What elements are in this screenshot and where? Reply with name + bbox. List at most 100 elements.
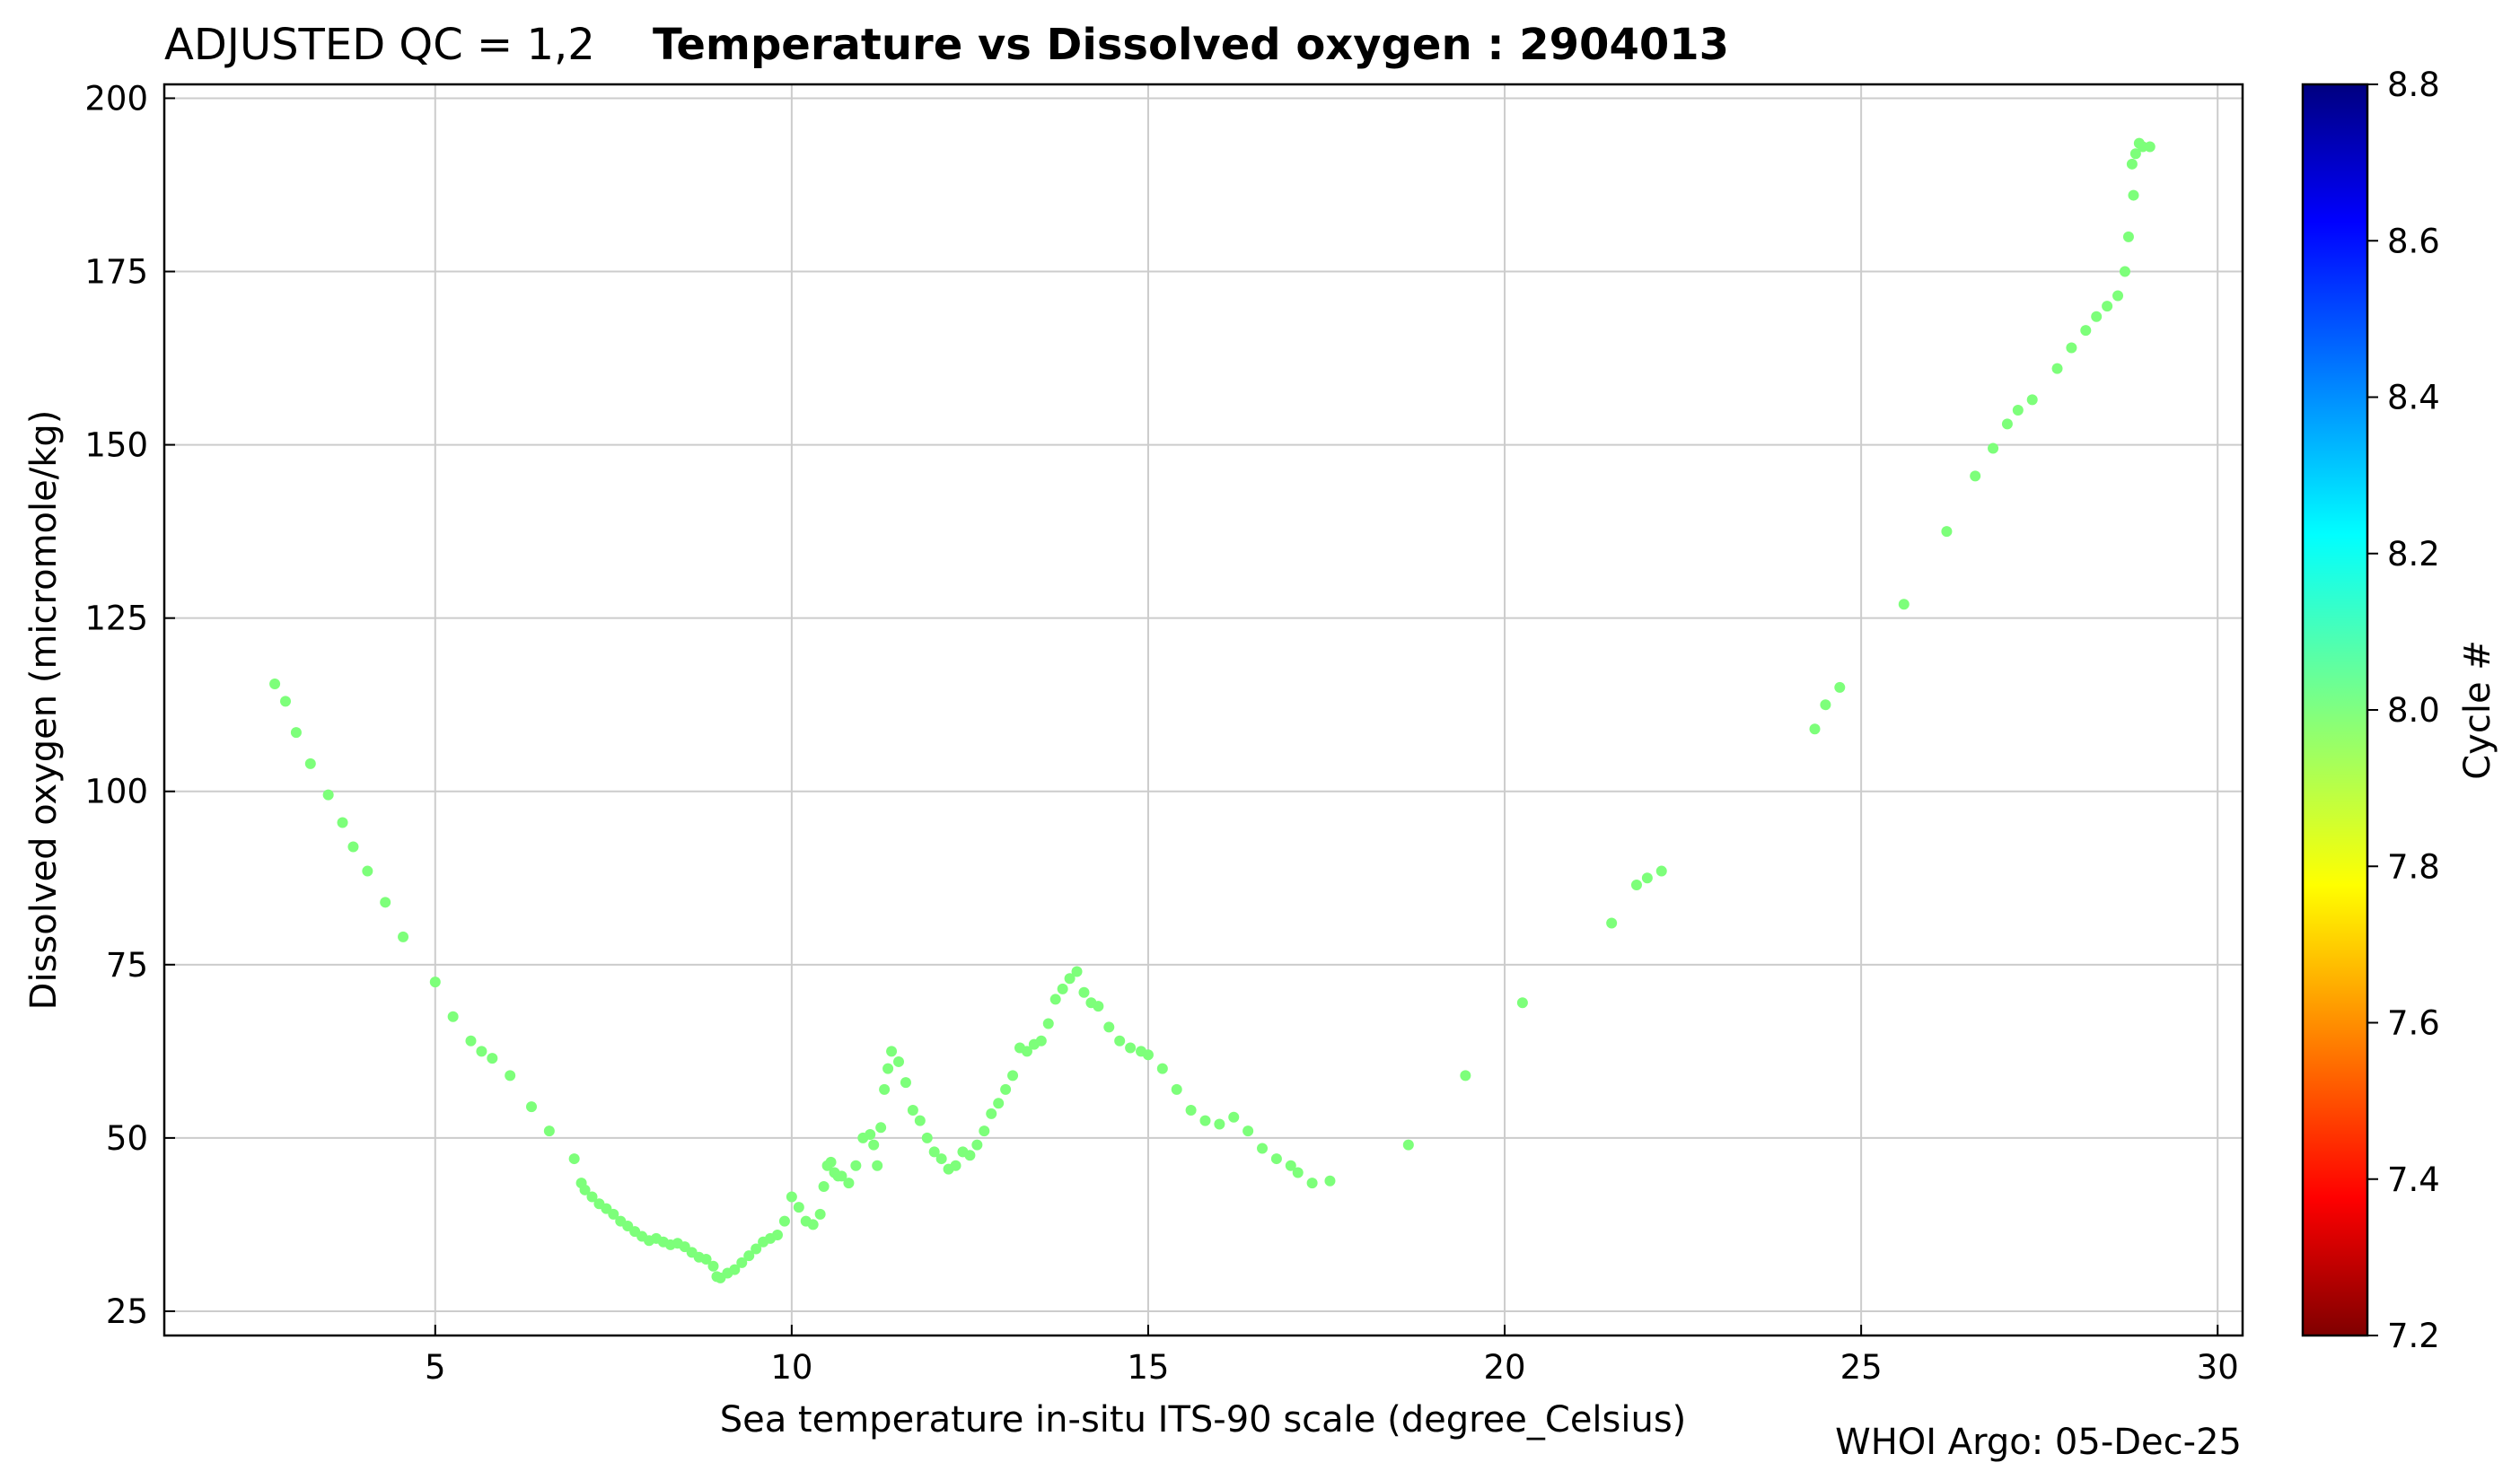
data-point bbox=[850, 1160, 862, 1171]
data-point bbox=[2122, 231, 2134, 242]
data-point bbox=[971, 1139, 983, 1151]
data-point bbox=[1460, 1070, 1471, 1082]
data-point bbox=[1402, 1139, 1414, 1151]
y-tick-label: 200 bbox=[84, 79, 148, 118]
data-point bbox=[586, 1191, 598, 1203]
data-point bbox=[879, 1083, 891, 1095]
data-point bbox=[729, 1264, 741, 1275]
data-point bbox=[807, 1219, 819, 1230]
data-point bbox=[914, 1115, 926, 1126]
data-point bbox=[1242, 1125, 1254, 1137]
data-point bbox=[928, 1146, 940, 1158]
data-point bbox=[1809, 723, 1821, 735]
data-point bbox=[700, 1254, 712, 1265]
data-point bbox=[476, 1046, 487, 1057]
colorbar-label: Cycle # bbox=[2457, 640, 2498, 780]
data-point bbox=[1103, 1021, 1115, 1033]
data-point bbox=[1306, 1178, 1318, 1189]
data-point bbox=[322, 789, 334, 801]
data-point bbox=[505, 1070, 516, 1082]
data-point bbox=[269, 679, 281, 690]
data-point bbox=[1021, 1046, 1032, 1057]
data-point bbox=[743, 1250, 755, 1262]
data-point bbox=[380, 897, 391, 908]
data-point bbox=[347, 841, 359, 853]
data-point bbox=[2129, 148, 2141, 160]
data-point bbox=[1035, 1035, 1047, 1047]
data-point bbox=[1000, 1083, 1012, 1095]
data-point bbox=[398, 931, 409, 942]
plot-area: 5 10 15 20 25 30 25 50 75 100 125 150 175 200 bbox=[84, 79, 2244, 1387]
footer-credit: WHOI Argo: 05-Dec-25 bbox=[1835, 1422, 2242, 1463]
data-point bbox=[1941, 526, 1953, 538]
data-point bbox=[2066, 342, 2077, 354]
y-axis-label: Dissolved oxygen (micromole/kg) bbox=[23, 410, 65, 1011]
data-point bbox=[2102, 301, 2113, 312]
data-point bbox=[280, 696, 292, 707]
data-point bbox=[707, 1260, 719, 1272]
data-point bbox=[751, 1243, 762, 1255]
data-point bbox=[1655, 865, 1667, 877]
data-point bbox=[2012, 404, 2024, 416]
data-point bbox=[487, 1053, 498, 1064]
data-point bbox=[1228, 1111, 1240, 1123]
data-point bbox=[1516, 997, 1528, 1009]
data-point bbox=[1093, 1001, 1104, 1012]
data-point bbox=[778, 1215, 790, 1227]
data-point bbox=[290, 727, 302, 739]
colorbar-tick-label: 7.2 bbox=[2387, 1317, 2440, 1355]
data-point bbox=[1078, 986, 1090, 998]
plot-frame bbox=[162, 83, 2244, 1337]
data-point bbox=[900, 1077, 911, 1089]
x-tick-label: 20 bbox=[1483, 1348, 1525, 1387]
y-axis-ticks: 25 50 75 100 125 150 175 200 bbox=[84, 79, 175, 1331]
colorbar-tick-label: 8.8 bbox=[2387, 66, 2440, 104]
data-point bbox=[1606, 917, 1618, 929]
colorbar-tick-label: 7.6 bbox=[2387, 1004, 2440, 1043]
data-point bbox=[1834, 681, 1846, 693]
data-point bbox=[337, 817, 348, 828]
data-point bbox=[1641, 872, 1653, 884]
colorbar-tick-label: 8.2 bbox=[2387, 535, 2440, 574]
data-point bbox=[1970, 470, 1981, 482]
data-point bbox=[2080, 325, 2092, 337]
data-point bbox=[979, 1125, 990, 1137]
data-point bbox=[304, 758, 316, 769]
data-point bbox=[1292, 1167, 1304, 1178]
data-point bbox=[1064, 973, 1076, 985]
data-point bbox=[1324, 1175, 1336, 1187]
y-tick-label: 50 bbox=[106, 1119, 148, 1158]
colorbar-tick-label: 8.0 bbox=[2387, 691, 2440, 730]
data-point bbox=[465, 1035, 477, 1047]
data-point bbox=[786, 1191, 797, 1203]
data-point bbox=[868, 1139, 880, 1151]
data-point bbox=[568, 1153, 580, 1165]
data-point bbox=[872, 1160, 883, 1171]
y-tick-label: 25 bbox=[106, 1292, 148, 1331]
data-point bbox=[608, 1208, 619, 1220]
data-point bbox=[2091, 311, 2103, 322]
data-point bbox=[2144, 141, 2156, 153]
data-point bbox=[1171, 1083, 1182, 1095]
data-point bbox=[2051, 363, 2063, 374]
data-point bbox=[736, 1257, 748, 1268]
data-point bbox=[882, 1063, 894, 1074]
data-point bbox=[964, 1150, 976, 1161]
data-point bbox=[1071, 966, 1083, 977]
data-point bbox=[1156, 1063, 1168, 1074]
chart-title: Temperature vs Dissolved oxygen : 290401… bbox=[653, 20, 1729, 70]
data-point bbox=[771, 1230, 783, 1241]
data-point bbox=[836, 1170, 847, 1182]
data-point bbox=[1125, 1042, 1137, 1054]
data-point bbox=[1114, 1035, 1126, 1047]
gridlines bbox=[164, 84, 2243, 1336]
data-point bbox=[1142, 1049, 1154, 1061]
data-point bbox=[865, 1129, 876, 1141]
colorbar-ticks: 7.2 7.4 7.6 7.8 8.0 8.2 8.4 8.6 8.8 bbox=[2367, 66, 2440, 1355]
data-point bbox=[1285, 1160, 1296, 1171]
data-point bbox=[814, 1208, 826, 1220]
colorbar-gradient bbox=[2301, 83, 2369, 1337]
data-point bbox=[1185, 1105, 1197, 1117]
data-point bbox=[2026, 394, 2038, 406]
